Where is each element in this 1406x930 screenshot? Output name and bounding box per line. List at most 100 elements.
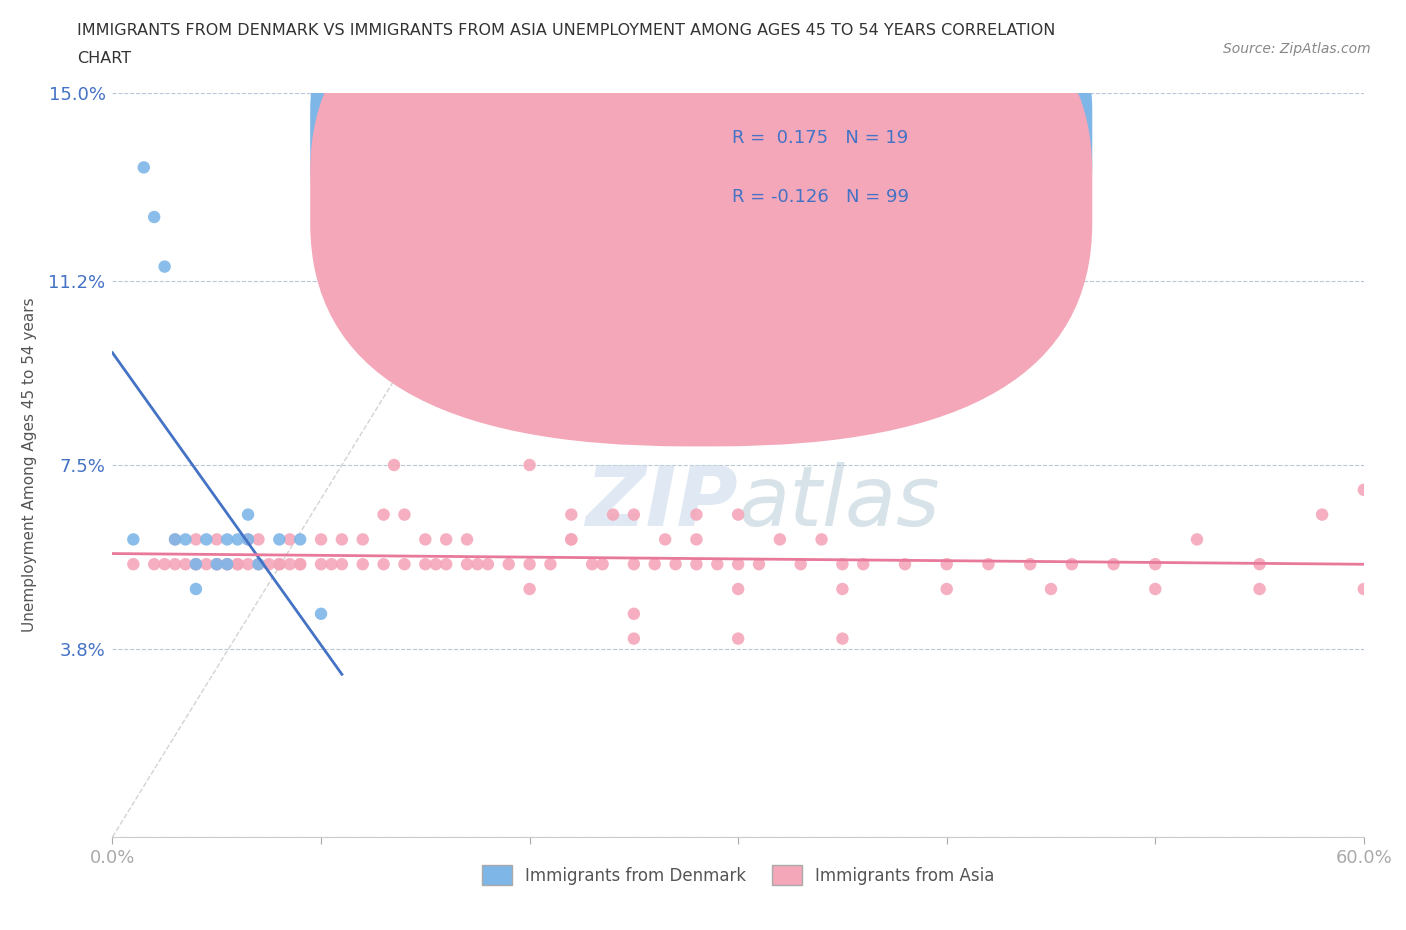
Point: [290, 557, 312, 572]
Point: [790, 557, 813, 572]
Point: [1249, 557, 1271, 572]
Point: [217, 557, 239, 572]
Point: [278, 557, 301, 572]
Point: [205, 557, 228, 572]
Point: [309, 557, 332, 572]
FancyBboxPatch shape: [311, 0, 1092, 446]
Point: [184, 581, 207, 596]
Point: [1019, 557, 1042, 572]
Point: [217, 557, 239, 572]
Point: [143, 209, 166, 224]
Point: [654, 532, 676, 547]
Point: [330, 532, 353, 547]
Point: [1102, 557, 1125, 572]
Point: [236, 557, 259, 572]
Point: [122, 532, 145, 547]
Point: [538, 557, 561, 572]
Point: [434, 557, 457, 572]
Point: [592, 557, 614, 572]
Point: [174, 532, 197, 547]
Point: [132, 160, 155, 175]
Point: [226, 557, 249, 572]
Point: [163, 557, 186, 572]
Point: [269, 557, 291, 572]
Point: [236, 532, 259, 547]
Point: [434, 532, 457, 547]
Point: [623, 631, 645, 646]
Point: [174, 557, 197, 572]
Point: [748, 557, 770, 572]
Point: [413, 557, 436, 572]
Point: [1185, 532, 1208, 547]
Point: [623, 606, 645, 621]
Point: [456, 532, 478, 547]
Point: [602, 507, 624, 522]
Point: [623, 507, 645, 522]
Point: [831, 631, 853, 646]
Text: CHART: CHART: [77, 51, 131, 66]
Point: [247, 557, 270, 572]
Point: [1310, 507, 1333, 522]
Point: [309, 532, 332, 547]
Point: [217, 557, 239, 572]
Point: [852, 557, 875, 572]
Point: [1353, 483, 1375, 498]
Text: Source: ZipAtlas.com: Source: ZipAtlas.com: [1223, 42, 1371, 56]
Y-axis label: Unemployment Among Ages 45 to 54 years: Unemployment Among Ages 45 to 54 years: [22, 298, 38, 632]
Text: ZIP: ZIP: [585, 461, 738, 543]
Point: [184, 532, 207, 547]
Point: [195, 532, 218, 547]
Point: [247, 557, 270, 572]
Point: [560, 507, 582, 522]
Point: [644, 557, 666, 572]
Point: [321, 557, 343, 572]
Text: R =  0.175   N = 19: R = 0.175 N = 19: [733, 128, 908, 147]
Text: IMMIGRANTS FROM DENMARK VS IMMIGRANTS FROM ASIA UNEMPLOYMENT AMONG AGES 45 TO 54: IMMIGRANTS FROM DENMARK VS IMMIGRANTS FR…: [77, 23, 1056, 38]
Point: [623, 557, 645, 572]
Point: [352, 557, 374, 572]
Point: [217, 532, 239, 547]
Point: [685, 532, 707, 547]
Point: [382, 458, 405, 472]
Point: [184, 557, 207, 572]
Point: [373, 557, 395, 572]
Point: [163, 532, 186, 547]
Point: [685, 557, 707, 572]
Point: [195, 557, 218, 572]
Point: [727, 507, 749, 522]
Point: [330, 557, 353, 572]
Point: [727, 631, 749, 646]
Point: [477, 557, 499, 572]
Point: [278, 532, 301, 547]
Point: [269, 532, 291, 547]
Point: [894, 557, 917, 572]
Text: atlas: atlas: [738, 461, 939, 543]
Point: [1144, 581, 1167, 596]
FancyBboxPatch shape: [311, 0, 1092, 387]
Point: [685, 507, 707, 522]
Point: [290, 532, 312, 547]
Point: [122, 557, 145, 572]
Point: [290, 557, 312, 572]
Point: [581, 557, 603, 572]
Point: [560, 532, 582, 547]
Point: [184, 557, 207, 572]
Point: [205, 532, 228, 547]
Point: [309, 606, 332, 621]
Point: [977, 557, 1000, 572]
Point: [205, 557, 228, 572]
Legend: Immigrants from Denmark, Immigrants from Asia: Immigrants from Denmark, Immigrants from…: [475, 858, 1001, 892]
Point: [226, 532, 249, 547]
Point: [519, 581, 541, 596]
Point: [373, 507, 395, 522]
Point: [226, 557, 249, 572]
Point: [184, 557, 207, 572]
Point: [1060, 557, 1083, 572]
Point: [706, 557, 728, 572]
Text: R = -0.126   N = 99: R = -0.126 N = 99: [733, 188, 908, 206]
Point: [456, 557, 478, 572]
Point: [153, 557, 176, 572]
Point: [1144, 557, 1167, 572]
Point: [1039, 581, 1063, 596]
Point: [519, 458, 541, 472]
